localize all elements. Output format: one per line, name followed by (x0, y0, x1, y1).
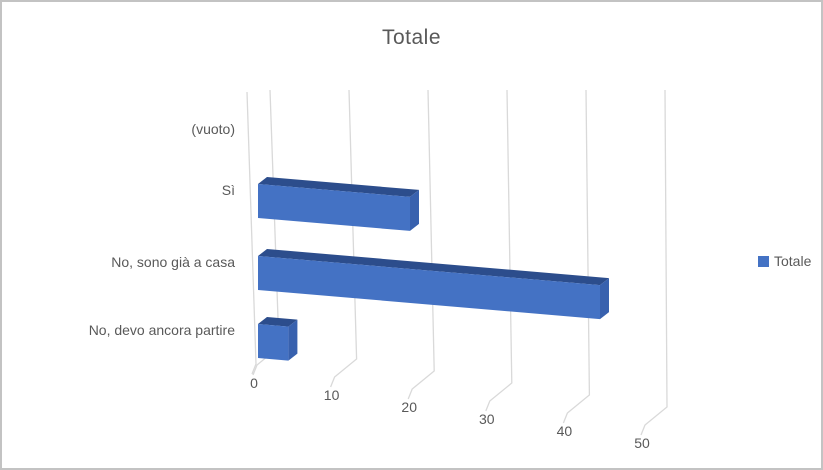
bar-side-face-1 (410, 189, 419, 231)
bar-top-face-3 (258, 317, 298, 327)
x-tick-label-40: 40 (557, 423, 573, 439)
bar-top-face-1 (258, 177, 419, 197)
gridline-50 (640, 89, 668, 436)
gridline-40 (562, 89, 591, 424)
x-tick-label-10: 10 (324, 387, 340, 403)
category-axis-line (246, 91, 257, 375)
category-label-0: (vuoto) (191, 121, 235, 137)
x-tick-label-50: 50 (634, 435, 650, 451)
bar-1[interactable] (258, 184, 410, 231)
legend-swatch-icon (758, 255, 769, 267)
gridline-10 (329, 89, 358, 388)
bar-side-face-2 (600, 278, 609, 320)
bar-3[interactable] (258, 324, 289, 361)
category-label-3: No, devo ancora partire (89, 322, 236, 338)
chart-title[interactable]: Totale (381, 26, 442, 49)
category-label-1: Sì (222, 182, 235, 198)
x-tick-label-20: 20 (401, 399, 417, 415)
gridline-30 (485, 89, 513, 412)
category-label-2: No, sono già a casa (111, 254, 235, 270)
legend[interactable]: Totale (758, 253, 811, 269)
bar-2[interactable] (258, 256, 600, 320)
legend-label: Totale (774, 253, 812, 269)
x-tick-label-0: 0 (250, 375, 258, 391)
x-tick-label-30: 30 (479, 411, 495, 427)
gridline-20 (407, 89, 435, 400)
bar-side-face-3 (288, 319, 298, 361)
bar-top-face-2 (258, 249, 609, 286)
